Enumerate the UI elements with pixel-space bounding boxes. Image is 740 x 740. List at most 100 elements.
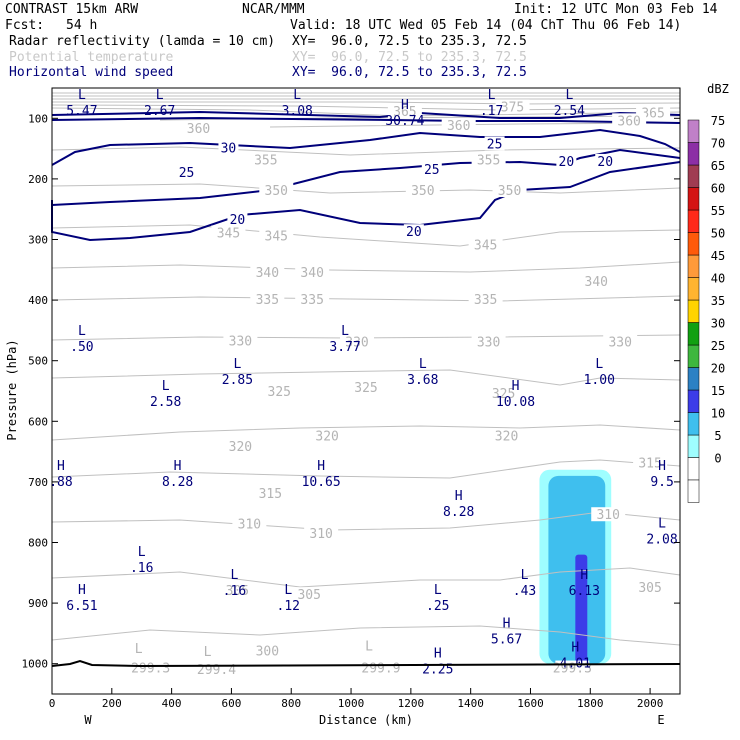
- theta-extremum: L: [204, 645, 212, 660]
- theta-label-bg: [232, 516, 267, 531]
- wind-extremum-value: 2.58: [150, 395, 181, 410]
- wind-label-bg: [595, 153, 616, 168]
- wind-extremum-value: 6.13: [569, 584, 600, 599]
- wind-extremum-letter: H: [571, 641, 579, 656]
- wind-extremum-letter: L: [595, 357, 603, 372]
- theta-label: 299.9: [361, 662, 400, 677]
- theta-label: 299.3: [131, 662, 170, 677]
- theta-label-bg: [253, 486, 288, 501]
- theta-label: 335: [300, 293, 323, 308]
- theta-contour: [51, 625, 681, 646]
- colorbar-label: 10: [711, 407, 725, 421]
- colorbar-label: 60: [711, 182, 725, 196]
- theta-label: 325: [268, 385, 291, 400]
- theta-label-bg: [468, 237, 503, 252]
- theta-label-bg: [220, 582, 255, 597]
- colorbar-swatch: [687, 367, 700, 391]
- wind-extremum-letter: L: [233, 357, 241, 372]
- x-left-end-label: W: [84, 713, 92, 727]
- wind-label: 25: [424, 163, 440, 178]
- colorbar-label: 65: [711, 159, 725, 173]
- theta-label: 315: [638, 457, 661, 472]
- wind-extremum-value: 1.00: [584, 373, 615, 388]
- wind-extremum-letter: H: [503, 616, 511, 631]
- wind-extremum-value: .88: [49, 475, 72, 490]
- colorbar-swatch: [687, 164, 700, 188]
- theta-label-bg: [492, 183, 527, 198]
- theta-label-bg: [363, 660, 398, 675]
- wind-contour: [51, 116, 681, 124]
- x-axis-label: Distance (km): [319, 713, 413, 727]
- wind-extremum-letter: L: [78, 324, 86, 339]
- center-name: NCAR/MMM: [242, 2, 305, 17]
- theta-label: 310: [238, 517, 261, 532]
- theta-label: 335: [256, 293, 279, 308]
- init-time: Init: 12 UTC Mon 03 Feb 14: [514, 2, 718, 17]
- theta-label-bg: [633, 579, 668, 594]
- theta-label-bg: [223, 333, 258, 348]
- wind-extremum-value: 5.67: [491, 632, 522, 647]
- wind-contour: [51, 161, 681, 242]
- wind-contour: [51, 148, 681, 206]
- wind-extremum-letter: L: [162, 379, 170, 394]
- colorbar-swatch: [687, 434, 700, 458]
- wind-extremum-value: .17: [480, 104, 503, 119]
- wind-extremum-value: 2.54: [554, 104, 585, 119]
- y-tick-label: 200: [28, 173, 48, 186]
- theta-label: 345: [217, 226, 240, 241]
- wind-extremum-value: 10.08: [496, 395, 535, 410]
- theta-label-bg: [495, 99, 530, 114]
- wind-label-bg: [227, 212, 248, 227]
- wind-extremum-letter: H: [317, 459, 325, 474]
- theta-label: 310: [309, 527, 332, 542]
- theta-label: 305: [638, 581, 661, 596]
- wind-extremum-value: 3.68: [407, 373, 438, 388]
- colorbar-swatch: [687, 142, 700, 166]
- theta-label-bg: [405, 183, 440, 198]
- colorbar-swatch: [687, 277, 700, 301]
- y-tick-label: 500: [28, 355, 48, 368]
- wind-extremum-letter: L: [434, 583, 442, 598]
- x-tick-label: 1200: [398, 697, 425, 710]
- field-reflectivity-xy: XY= 96.0, 72.5 to 235.3, 72.5: [292, 34, 527, 49]
- theta-label: 340: [256, 266, 279, 281]
- theta-label-bg: [471, 334, 506, 349]
- theta-label-bg: [223, 438, 258, 453]
- wind-extremum-letter: H: [57, 459, 65, 474]
- wind-extremum-letter: L: [231, 568, 239, 583]
- wind-label: 25: [487, 137, 503, 152]
- theta-label-bg: [181, 121, 216, 136]
- theta-contour: [51, 183, 681, 194]
- wind-contour: [51, 110, 681, 119]
- wind-extremum-letter: L: [341, 324, 349, 339]
- theta-label: 340: [585, 275, 608, 290]
- colorbar-swatch: [687, 412, 700, 436]
- wind-extremum-value: 10.65: [302, 475, 341, 490]
- theta-contour: [51, 261, 681, 273]
- theta-label-bg: [304, 526, 339, 541]
- wind-extremum-value: 5.47: [66, 104, 97, 119]
- theta-label: 330: [345, 336, 368, 351]
- x-tick-label: 0: [49, 697, 56, 710]
- theta-label: 360: [617, 114, 640, 129]
- theta-label: 350: [498, 184, 521, 199]
- wind-extremum-letter: L: [78, 88, 86, 103]
- wind-extremum-letter: H: [401, 98, 409, 113]
- theta-label-bg: [292, 587, 327, 602]
- wind-extremum-value: 30.74: [385, 114, 424, 129]
- theta-label-bg: [633, 455, 668, 470]
- x-right-end-label: E: [657, 713, 664, 727]
- theta-label-bg: [295, 292, 330, 307]
- wind-extremum-letter: L: [565, 88, 573, 103]
- theta-label: 325: [492, 387, 515, 402]
- theta-label: 305: [226, 584, 249, 599]
- wind-label: 20: [406, 225, 422, 240]
- wind-labels: 30 25 25 25 20 20 20 20: [176, 136, 616, 240]
- theta-label-bg: [612, 113, 647, 128]
- wind-extremum-value: 2.08: [646, 532, 677, 547]
- theta-label: 350: [265, 184, 288, 199]
- wind-extremum-letter: H: [658, 459, 666, 474]
